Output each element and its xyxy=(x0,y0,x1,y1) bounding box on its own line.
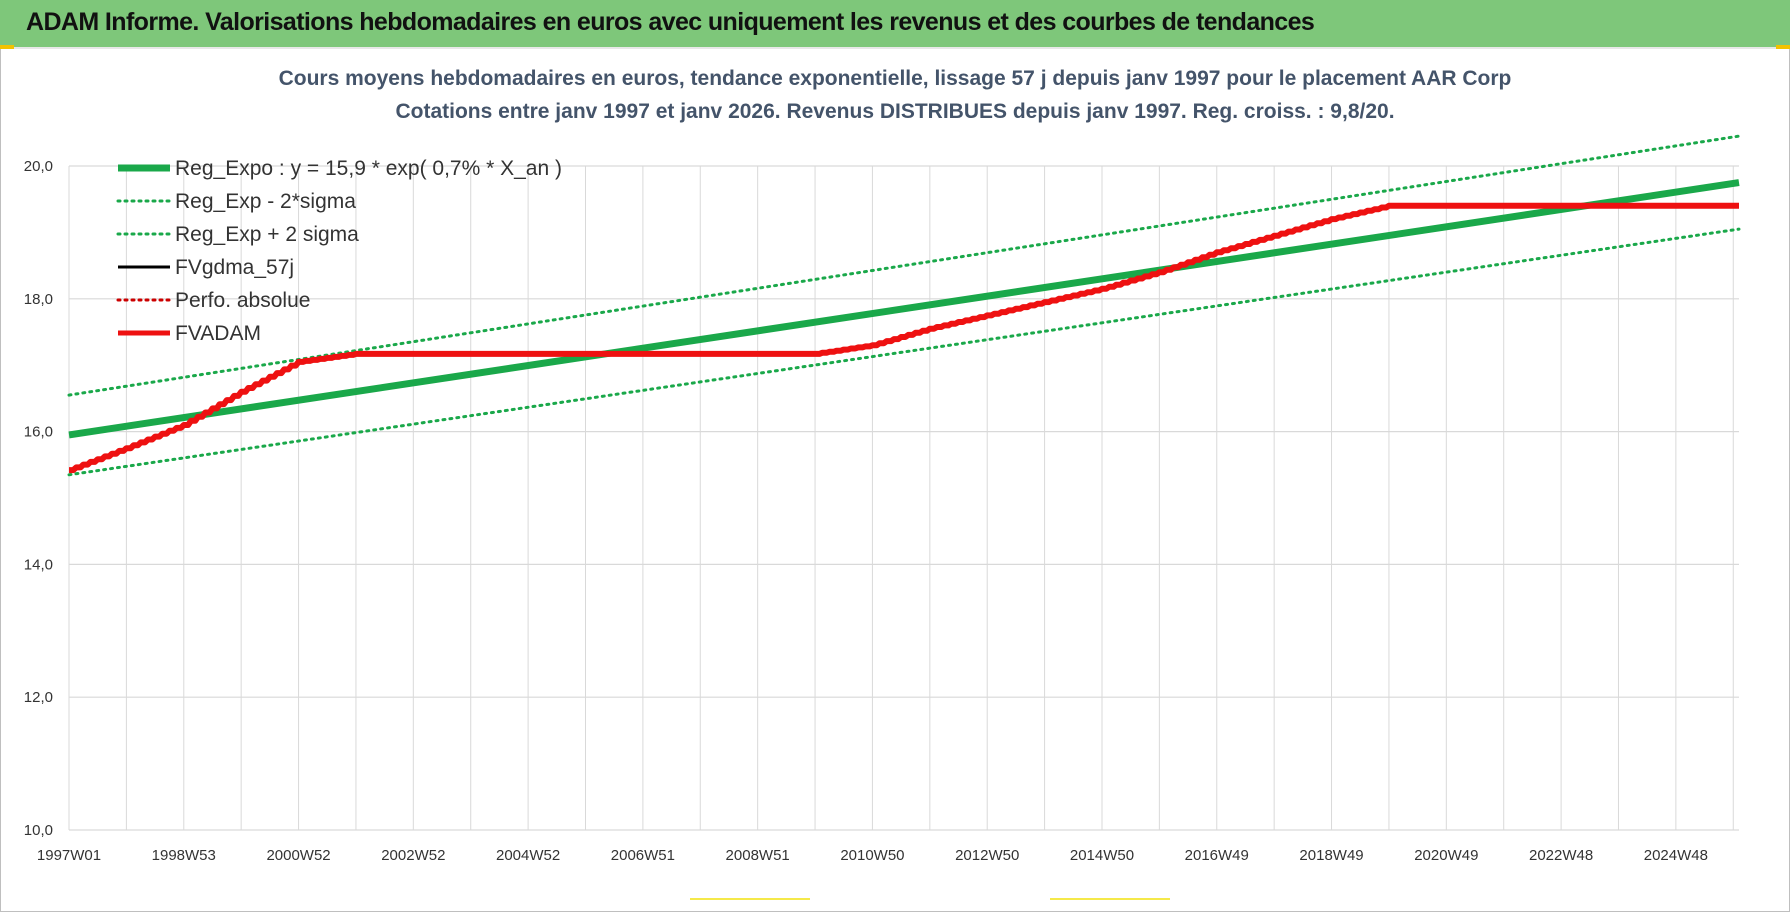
x-tick-label: 2002W52 xyxy=(381,847,445,864)
legend-label: Reg_Exp + 2 sigma xyxy=(175,223,359,246)
y-tick-label: 20,0 xyxy=(24,158,53,175)
report-header: ADAM Informe. Valorisations hebdomadaire… xyxy=(0,0,1790,49)
x-tick-label: 2022W48 xyxy=(1529,847,1593,864)
series-line xyxy=(69,202,1739,474)
y-tick-label: 18,0 xyxy=(24,291,53,308)
x-tick-label: 1997W01 xyxy=(37,847,101,864)
x-tick-label: 2024W48 xyxy=(1644,847,1708,864)
x-tick-label: 2016W49 xyxy=(1185,847,1249,864)
series-line xyxy=(67,227,1741,477)
x-tick-label: 1998W53 xyxy=(152,847,216,864)
corner-mark-right xyxy=(1776,45,1790,49)
y-tick-label: 12,0 xyxy=(24,689,53,706)
series-line xyxy=(67,134,1741,397)
x-tick-label: 2006W51 xyxy=(611,847,675,864)
chart-area: Cours moyens hebdomadaires en euros, ten… xyxy=(24,67,1741,864)
legend-label: Reg_Exp - 2*sigma xyxy=(175,190,356,213)
chart-subtitle: Cotations entre janv 1997 et janv 2026. … xyxy=(395,100,1394,123)
y-tick-label: 14,0 xyxy=(24,556,53,573)
chart-title: Cours moyens hebdomadaires en euros, ten… xyxy=(279,67,1512,90)
x-tick-label: 2000W52 xyxy=(266,847,330,864)
legend-label: Perfo. absolue xyxy=(175,289,310,312)
x-tick-label: 2010W50 xyxy=(840,847,904,864)
y-tick-label: 16,0 xyxy=(24,424,53,441)
x-tick-label: 2018W49 xyxy=(1299,847,1363,864)
chart-legend: Reg_Expo : y = 15,9 * exp( 0,7% * X_an )… xyxy=(116,157,562,345)
chart-grid xyxy=(68,165,1739,831)
x-tick-label: 2020W49 xyxy=(1414,847,1478,864)
legend-label: FVgdma_57j xyxy=(175,256,294,279)
footer-highlight-2 xyxy=(1050,898,1170,900)
series-line xyxy=(68,179,1740,439)
x-tick-label: 2012W50 xyxy=(955,847,1019,864)
report-title: ADAM Informe. Valorisations hebdomadaire… xyxy=(26,8,1315,36)
corner-mark-left xyxy=(0,45,14,49)
legend-label: FVADAM xyxy=(175,322,261,345)
x-tick-label: 2008W51 xyxy=(726,847,790,864)
y-axis-ticks: 10,0 12,0 14,0 16,0 18,0 20,0 xyxy=(24,158,53,839)
y-tick-label: 10,0 xyxy=(24,822,53,839)
x-tick-label: 2014W50 xyxy=(1070,847,1134,864)
footer-highlight-1 xyxy=(690,898,810,900)
x-axis-ticks: 1997W01 1998W53 2000W52 2002W52 2004W52 2006W… xyxy=(37,847,1708,864)
legend-label: Reg_Expo : y = 15,9 * exp( 0,7% * X_an ) xyxy=(175,157,562,180)
x-tick-label: 2004W52 xyxy=(496,847,560,864)
series-lines xyxy=(67,134,1741,477)
